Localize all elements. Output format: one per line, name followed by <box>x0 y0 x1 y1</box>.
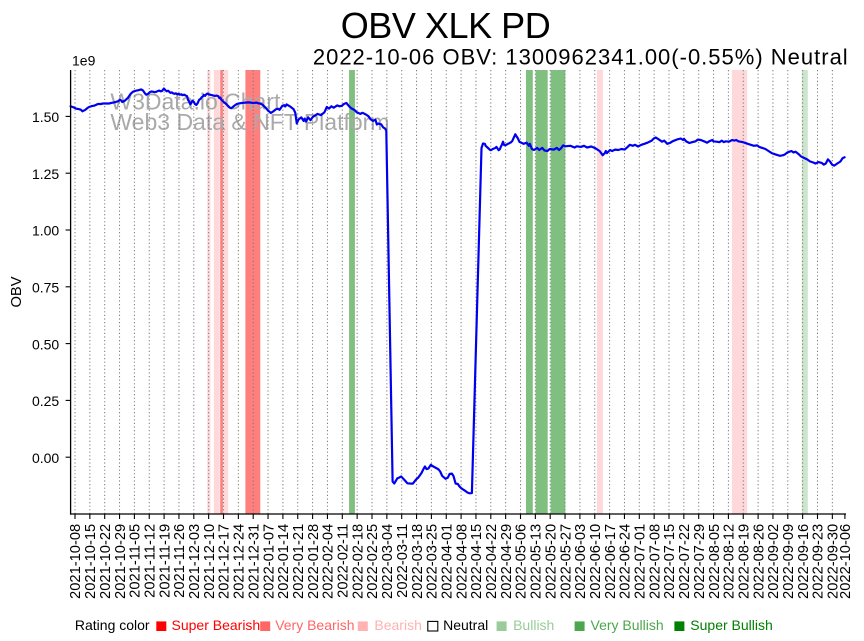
svg-text:2022-05-20: 2022-05-20 <box>543 524 559 599</box>
svg-text:2022-09-23: 2022-09-23 <box>811 524 827 599</box>
svg-text:2022-08-26: 2022-08-26 <box>751 524 767 599</box>
svg-text:2022-02-18: 2022-02-18 <box>350 524 366 599</box>
svg-text:Neutral: Neutral <box>443 617 488 633</box>
svg-text:0.00: 0.00 <box>32 450 59 466</box>
svg-text:2022-07-15: 2022-07-15 <box>662 524 678 599</box>
svg-text:OBV XLK PD: OBV XLK PD <box>341 5 551 46</box>
svg-text:2021-11-19: 2021-11-19 <box>157 524 173 598</box>
svg-text:2021-11-12: 2021-11-12 <box>142 524 158 598</box>
svg-text:2022-04-29: 2022-04-29 <box>499 524 515 599</box>
svg-text:2021-12-31: 2021-12-31 <box>246 524 262 599</box>
svg-text:2022-03-11: 2022-03-11 <box>395 524 411 598</box>
svg-text:2022-03-25: 2022-03-25 <box>425 524 441 599</box>
svg-text:2022-04-01: 2022-04-01 <box>439 524 455 599</box>
svg-text:2022-07-22: 2022-07-22 <box>677 524 693 599</box>
svg-text:2022-10-06: 2022-10-06 <box>838 524 854 599</box>
svg-text:2022-04-15: 2022-04-15 <box>469 524 485 599</box>
svg-text:2022-04-22: 2022-04-22 <box>484 524 500 599</box>
svg-text:2022-08-12: 2022-08-12 <box>722 524 738 599</box>
svg-text:2021-12-17: 2021-12-17 <box>217 524 233 599</box>
svg-text:2022-02-11: 2022-02-11 <box>336 524 352 598</box>
svg-text:2022-02-04: 2022-02-04 <box>321 524 337 599</box>
svg-text:2022-09-02: 2022-09-02 <box>766 524 782 599</box>
svg-text:2021-12-10: 2021-12-10 <box>202 524 218 599</box>
svg-text:2021-12-24: 2021-12-24 <box>232 524 248 599</box>
svg-text:OBV: OBV <box>9 276 25 307</box>
svg-text:Super Bullish: Super Bullish <box>690 617 773 633</box>
svg-text:1e9: 1e9 <box>72 53 96 69</box>
svg-text:2022-01-28: 2022-01-28 <box>306 524 322 599</box>
svg-text:2022-05-13: 2022-05-13 <box>529 524 545 599</box>
svg-text:2021-10-08: 2021-10-08 <box>68 524 84 599</box>
svg-text:2021-11-05: 2021-11-05 <box>128 524 144 598</box>
svg-text:2022-10-06 OBV: 1300962341.00(: 2022-10-06 OBV: 1300962341.00(-0.55%) Ne… <box>313 45 849 70</box>
svg-text:0.75: 0.75 <box>32 280 59 296</box>
svg-text:0.50: 0.50 <box>32 336 59 352</box>
svg-text:2022-01-07: 2022-01-07 <box>261 524 277 599</box>
svg-text:2022-04-08: 2022-04-08 <box>454 524 470 599</box>
svg-text:2021-12-03: 2021-12-03 <box>187 524 203 599</box>
svg-text:2022-06-24: 2022-06-24 <box>618 524 634 599</box>
svg-text:Very Bullish: Very Bullish <box>591 617 664 633</box>
svg-text:2022-07-29: 2022-07-29 <box>692 524 708 599</box>
svg-text:Bullish: Bullish <box>513 617 554 633</box>
svg-text:2021-10-15: 2021-10-15 <box>83 524 99 599</box>
svg-text:2022-07-08: 2022-07-08 <box>647 524 663 599</box>
svg-text:2022-09-16: 2022-09-16 <box>796 524 812 599</box>
svg-text:2022-01-21: 2022-01-21 <box>291 524 307 599</box>
svg-text:2021-11-26: 2021-11-26 <box>172 524 188 598</box>
svg-text:2022-09-09: 2022-09-09 <box>781 524 797 599</box>
svg-text:2022-06-10: 2022-06-10 <box>588 524 604 599</box>
svg-text:2022-09-30: 2022-09-30 <box>826 524 842 599</box>
svg-text:2022-05-27: 2022-05-27 <box>558 524 574 599</box>
svg-text:W3Data.io Chart: W3Data.io Chart <box>110 89 281 115</box>
svg-text:2022-06-03: 2022-06-03 <box>573 524 589 599</box>
svg-text:Bearish: Bearish <box>374 617 421 633</box>
svg-text:2022-05-06: 2022-05-06 <box>514 524 530 599</box>
svg-text:2022-06-17: 2022-06-17 <box>603 524 619 599</box>
svg-text:2022-03-18: 2022-03-18 <box>410 524 426 599</box>
svg-text:2022-03-04: 2022-03-04 <box>380 524 396 599</box>
svg-text:Web3 Data & NFT Platform: Web3 Data & NFT Platform <box>110 109 389 135</box>
svg-text:Super Bearish: Super Bearish <box>172 617 261 633</box>
svg-text:2022-02-25: 2022-02-25 <box>365 524 381 599</box>
svg-text:2022-08-19: 2022-08-19 <box>736 524 752 599</box>
svg-text:Rating color: Rating color <box>75 617 150 633</box>
svg-text:1.00: 1.00 <box>32 223 59 239</box>
svg-text:2021-10-29: 2021-10-29 <box>113 524 129 599</box>
svg-text:2022-07-01: 2022-07-01 <box>633 524 649 599</box>
svg-text:2021-10-22: 2021-10-22 <box>98 524 114 599</box>
svg-text:2022-08-05: 2022-08-05 <box>707 524 723 599</box>
svg-text:2022-01-14: 2022-01-14 <box>276 524 292 599</box>
svg-text:1.50: 1.50 <box>32 109 59 125</box>
svg-text:1.25: 1.25 <box>32 166 59 182</box>
svg-text:0.25: 0.25 <box>32 393 59 409</box>
svg-text:Very Bearish: Very Bearish <box>275 617 354 633</box>
